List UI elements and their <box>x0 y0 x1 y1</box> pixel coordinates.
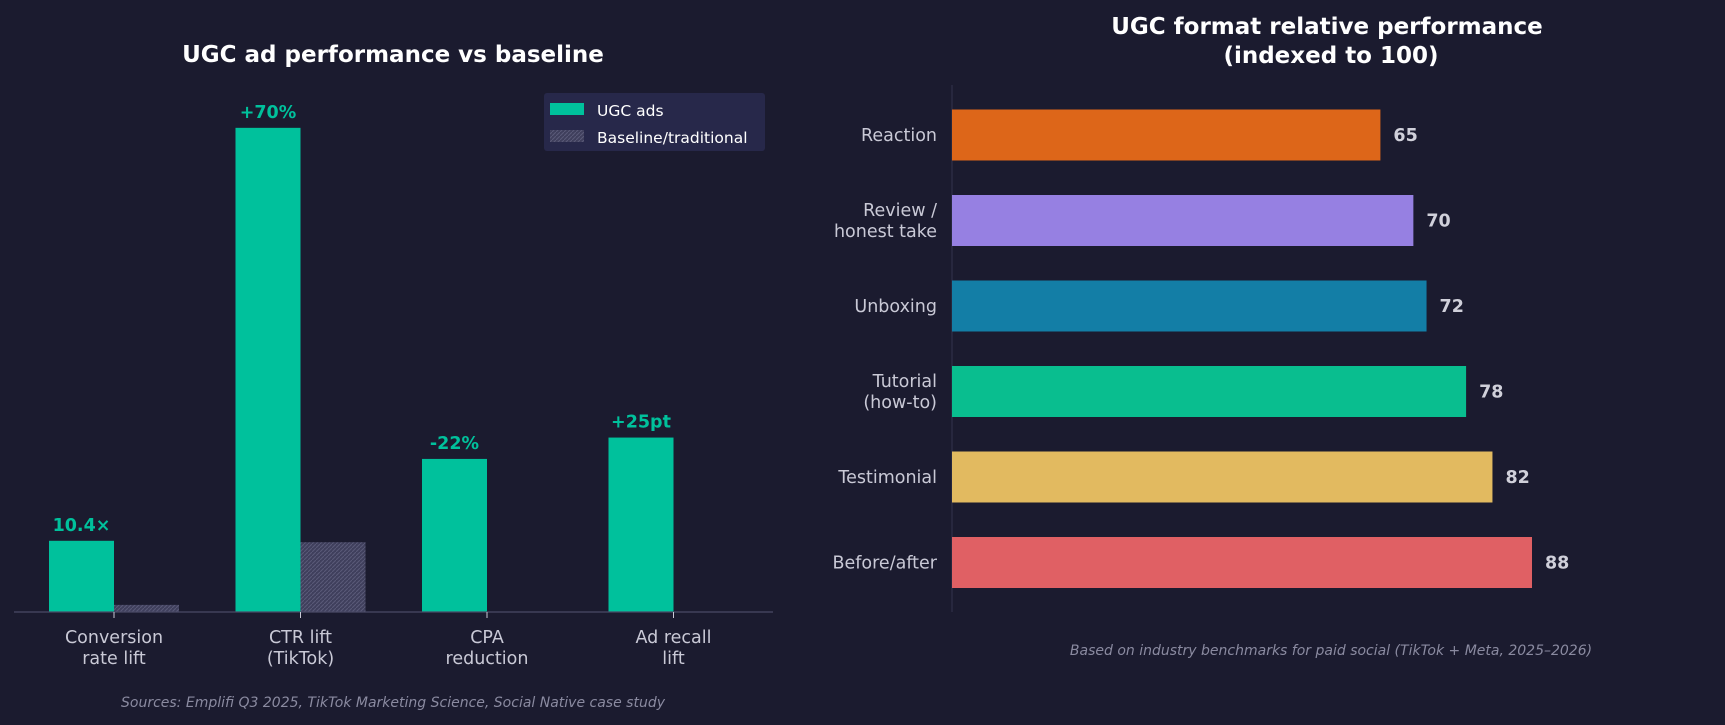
bar-ugc <box>235 127 301 612</box>
left-chart-title: UGC ad performance vs baseline <box>182 42 604 68</box>
x-tick-label-line: CTR lift <box>269 628 332 648</box>
right-chart: UGC format relative performance (indexed… <box>832 14 1592 659</box>
value-label: 78 <box>1479 383 1503 403</box>
right-title-line-2: (indexed to 100) <box>1223 43 1438 69</box>
x-tick-label-line: Conversion <box>65 628 163 648</box>
x-tick-label-line: Ad recall <box>636 628 712 648</box>
bar-ugc <box>422 458 487 612</box>
y-tick-label-line: Reaction <box>861 126 937 146</box>
value-label: 70 <box>1426 212 1450 232</box>
y-tick-label: Tutorial (how-to) <box>863 372 937 413</box>
format-bar <box>952 451 1493 503</box>
x-tick-label-line: (TikTok) <box>267 649 334 669</box>
legend-label-ugc: UGC ads <box>597 102 664 120</box>
y-tick-label-line: Review / <box>863 201 937 221</box>
legend: UGC ads Baseline/traditional <box>544 93 765 151</box>
x-tick-label: CPA reduction <box>446 628 529 669</box>
left-x-ticks: Conversion rate lift CTR lift (TikTok) CPA re… <box>65 612 712 669</box>
x-tick-label: CTR lift (TikTok) <box>267 628 334 669</box>
format-bar <box>952 366 1467 417</box>
y-tick-label-line: Unboxing <box>854 297 937 317</box>
legend-swatch-baseline <box>550 130 584 142</box>
y-tick-label-line: Testimonial <box>837 468 937 488</box>
y-tick-label-line: Before/after <box>832 554 937 574</box>
value-label: 72 <box>1440 297 1464 317</box>
value-label: 82 <box>1505 468 1529 488</box>
y-tick-label-line: Tutorial <box>872 372 937 392</box>
bar-ugc <box>49 540 114 612</box>
y-tick-label-line: honest take <box>834 222 937 242</box>
legend-box <box>544 93 765 151</box>
x-tick-label: Ad recall lift <box>636 628 712 669</box>
y-tick-label: Reaction <box>861 126 937 146</box>
y-tick-label: Review / honest take <box>834 201 937 242</box>
format-bar <box>952 109 1381 161</box>
legend-label-baseline: Baseline/traditional <box>597 129 748 147</box>
data-label: -22% <box>430 434 479 454</box>
format-bar <box>952 195 1414 246</box>
right-note: Based on industry benchmarks for paid so… <box>1070 643 1592 659</box>
right-title-line-1: UGC format relative performance <box>1111 14 1543 40</box>
y-tick-label-line: (how-to) <box>863 393 937 413</box>
left-chart-bars: 10.4× +70% -22% +25pt <box>49 103 674 612</box>
left-chart: UGC ad performance vs baseline 10.4× +70%… <box>14 42 773 711</box>
y-tick-label: Testimonial <box>837 468 937 488</box>
format-bar <box>952 537 1532 588</box>
legend-swatch-ugc <box>550 103 584 115</box>
format-bar <box>952 280 1427 332</box>
y-tick-label: Unboxing <box>854 297 937 317</box>
x-tick-label-line: reduction <box>446 649 529 669</box>
value-label: 88 <box>1545 554 1569 574</box>
data-label: +70% <box>240 103 297 123</box>
left-source-note: Sources: Emplifi Q3 2025, TikTok Marketi… <box>121 695 666 711</box>
right-chart-bars: 65 Reaction 70 Review / honest take 72 Unboxin… <box>832 109 1569 588</box>
y-tick-label: Before/after <box>832 554 937 574</box>
x-tick-label-line: lift <box>662 649 685 669</box>
bar-baseline <box>114 604 179 612</box>
bar-ugc <box>608 437 674 612</box>
data-label: +25pt <box>611 413 671 433</box>
right-chart-title: UGC format relative performance (indexed… <box>1111 14 1551 69</box>
x-tick-label-line: rate lift <box>82 649 146 669</box>
value-label: 65 <box>1393 126 1417 146</box>
x-tick-label: Conversion rate lift <box>65 628 163 669</box>
bar-baseline <box>300 542 366 612</box>
data-label: 10.4× <box>53 516 111 536</box>
x-tick-label-line: CPA <box>470 628 504 648</box>
